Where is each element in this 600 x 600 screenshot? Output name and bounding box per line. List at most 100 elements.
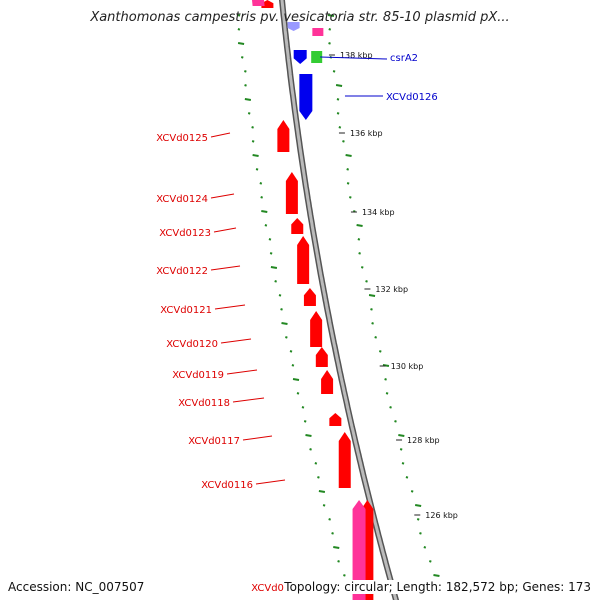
skew-mark — [428, 560, 432, 563]
gene-labels: csrA2 XCVd0126 XCVd0125 XCVd0124 XCVd0123 XCV… — [156, 53, 438, 594]
skew-mark — [336, 98, 340, 101]
gene-label: XCVd0120 — [166, 339, 218, 350]
skew-mark — [237, 14, 241, 17]
skew-mark — [368, 294, 376, 297]
skew-mark — [296, 392, 300, 395]
skew-mark — [285, 336, 288, 339]
skew-mark — [255, 168, 259, 171]
skew-mark — [301, 406, 305, 409]
skew-mark — [328, 518, 331, 521]
skew-mark — [394, 420, 397, 423]
skew-mark — [244, 98, 252, 101]
feature-arrow — [312, 28, 324, 36]
skew-mark — [280, 308, 283, 311]
plasmid-backbone — [278, 0, 400, 600]
cds-forward-arrow — [299, 74, 313, 120]
skew-mark — [342, 140, 345, 143]
skew-mark — [345, 154, 352, 157]
skew-mark — [259, 182, 263, 185]
cds-reverse-arrow — [277, 120, 290, 152]
skew-mark — [260, 196, 264, 199]
kbp-tick-label: 128 kbp — [407, 436, 440, 445]
label-leader — [255, 479, 286, 485]
topology-summary: Topology: circular; Length: 182,572 bp; … — [284, 580, 591, 594]
skew-mark — [419, 532, 422, 535]
skew-mark — [333, 546, 340, 549]
label-leader — [320, 56, 388, 60]
label-leader — [214, 304, 246, 310]
skew-mark — [268, 238, 272, 241]
cds-reverse-arrow — [297, 236, 310, 284]
feature-arrow — [252, 0, 265, 6]
skew-mark — [389, 406, 392, 409]
skew-mark — [332, 70, 336, 73]
skew-mark — [237, 42, 245, 45]
skew-mark — [244, 84, 247, 87]
label-leader — [213, 227, 237, 233]
gene-arrows — [252, 0, 374, 600]
map-title: Xanthomonas campestris pv. vesicatoria s… — [90, 10, 510, 25]
skew-mark — [346, 182, 350, 185]
backbone-line — [278, 0, 400, 600]
skew-mark — [318, 490, 326, 493]
skew-mark — [335, 84, 343, 87]
skew-mark — [405, 476, 409, 479]
gene-label: csrA2 — [390, 53, 418, 64]
kbp-tick-label: 136 kbp — [350, 129, 383, 138]
accession-text: Accession: NC_007507 — [8, 580, 145, 594]
cds-reverse-arrow — [329, 413, 342, 426]
cds-forward-arrow — [293, 50, 307, 64]
skew-mark — [305, 434, 312, 437]
label-leader — [232, 397, 265, 403]
skew-mark — [346, 168, 350, 171]
backbone-highlight — [280, 0, 398, 600]
skew-mark — [252, 154, 259, 157]
skew-mark — [358, 252, 361, 255]
skew-mark — [414, 504, 422, 507]
skew-mark — [401, 462, 405, 465]
skew-mark — [309, 448, 312, 451]
cds-reverse-arrow — [321, 370, 334, 394]
skew-mark — [384, 378, 387, 381]
skew-mark — [247, 112, 251, 115]
skew-mark — [374, 336, 378, 339]
skew-mark — [269, 252, 273, 255]
gene-label: XCVd0117 — [188, 436, 240, 447]
cds-reverse-arrow — [291, 218, 304, 234]
skew-mark — [365, 280, 368, 283]
skew-mark — [378, 350, 382, 353]
skew-mark — [331, 532, 334, 535]
feature-arrow — [352, 500, 366, 600]
skew-mark — [433, 574, 440, 577]
skew-mark — [399, 448, 403, 451]
gene-label: XCVd0118 — [178, 398, 230, 409]
skew-mark — [338, 126, 342, 129]
kbp-tick-label: 130 kbp — [391, 362, 424, 371]
skew-mark — [348, 196, 352, 199]
skew-mark — [337, 560, 340, 563]
skew-mark — [261, 210, 268, 213]
cds-reverse-arrow — [303, 288, 316, 306]
label-leader — [220, 338, 252, 344]
skew-mark — [382, 364, 390, 367]
cds-reverse-arrow — [315, 347, 328, 367]
skew-mark — [270, 266, 278, 269]
skew-mark — [303, 420, 307, 423]
skew-mark — [292, 378, 300, 381]
skew-mark — [336, 112, 340, 115]
gene-label: XCVd0121 — [160, 305, 212, 316]
skew-mark — [328, 42, 331, 45]
skew-mark — [370, 308, 373, 311]
cds-reverse-arrow — [310, 311, 323, 347]
gene-label: XCVd0124 — [156, 194, 208, 205]
skew-mark — [398, 434, 405, 437]
skew-mark — [237, 28, 241, 31]
gene-label: XCVd0126 — [386, 92, 438, 103]
label-leader — [242, 435, 273, 441]
cds-reverse-arrow — [338, 432, 351, 488]
gene-label: XCVd0119 — [172, 370, 224, 381]
skew-mark — [291, 364, 295, 367]
skew-mark — [357, 238, 361, 241]
skew-mark — [371, 322, 374, 325]
